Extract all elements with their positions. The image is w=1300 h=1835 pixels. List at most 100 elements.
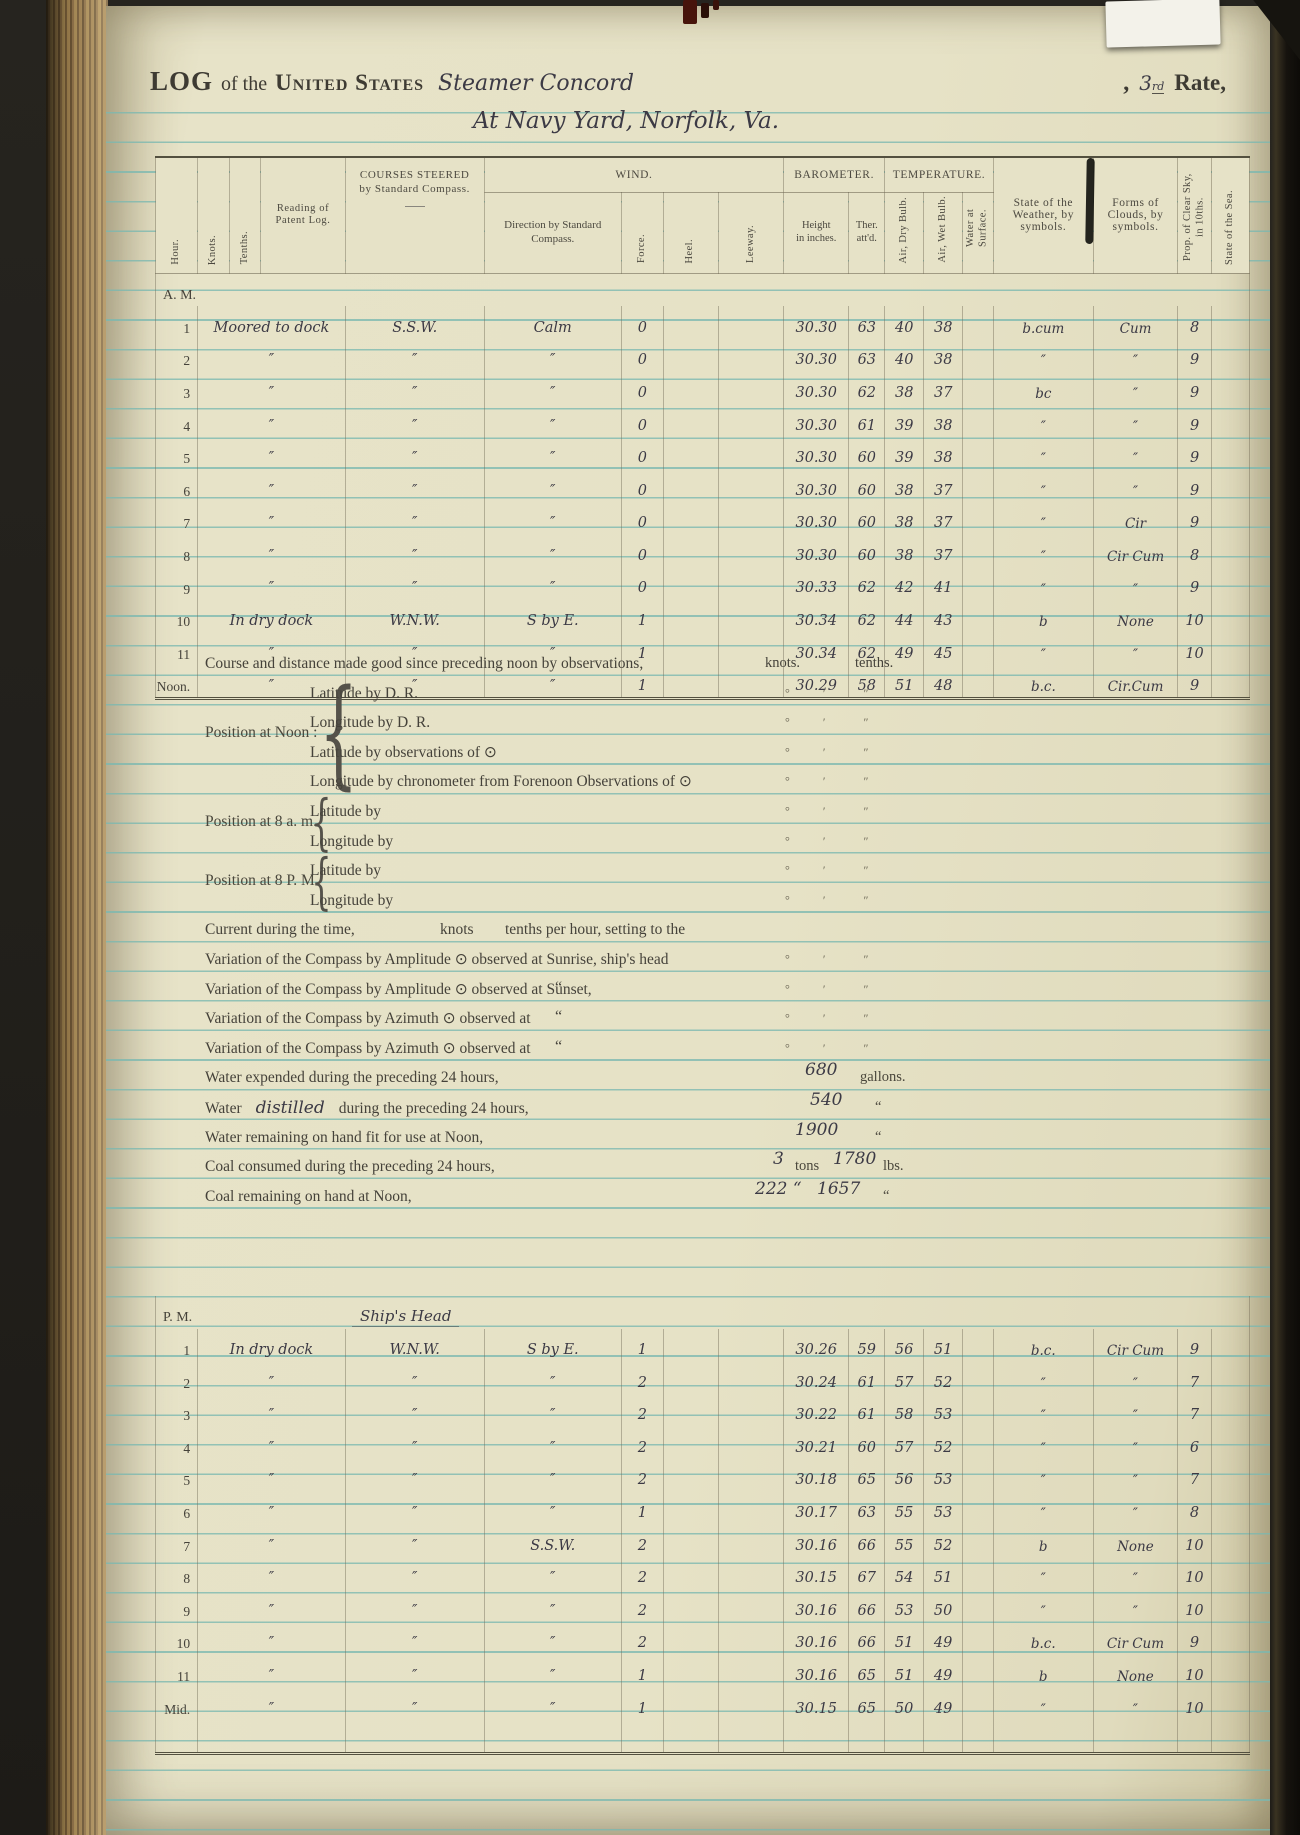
pm-cell-direction: S by E.: [483, 1328, 622, 1362]
am-cell-clouds: Cir Cum: [1092, 534, 1179, 568]
pm-cell-ther: [848, 1719, 886, 1754]
am-cell-weather: ″: [992, 338, 1094, 372]
pm-cell-dry: 58: [884, 1393, 925, 1427]
pm-cell-dry: 50: [884, 1687, 925, 1720]
pm-cell-sky: 10: [1177, 1589, 1212, 1622]
pm-cell-clouds: ″: [1092, 1491, 1179, 1525]
degree-minute-second-marks: ° ′ ″: [785, 833, 869, 848]
coal-remaining-tons-value: 222 “: [755, 1178, 802, 1199]
pm-cell-height: 30.16: [782, 1621, 850, 1655]
am-cell-clouds: ″: [1092, 338, 1179, 372]
am-cell-entry: ″: [197, 371, 346, 405]
pm-log-table: P. M. Ship's Head 1 In dry dock W.N.W. S by…: [154, 1296, 1251, 1756]
am-cell-sea: [1210, 469, 1251, 502]
am-cell-hour: 2: [154, 338, 199, 372]
am-cell-leeway: [717, 436, 785, 470]
pm-cell-sea: [1210, 1556, 1251, 1590]
ditto-mark: “: [555, 1037, 563, 1055]
pm-cell-sky: 7: [1177, 1393, 1212, 1427]
am-cell-height: 30.30: [783, 436, 850, 470]
am-cell-weather: bc: [992, 371, 1094, 405]
position-8pm-item: Longitude by ° ′ ″: [310, 891, 869, 909]
pm-cell-sky: 9: [1177, 1621, 1212, 1655]
pm-cell-dry: 53: [884, 1589, 925, 1622]
pm-cell-heel: [662, 1426, 719, 1459]
am-cell-entry: ″: [197, 567, 346, 600]
pm-cell-course: ″: [344, 1524, 485, 1557]
pm-cell-sky: 10: [1177, 1556, 1212, 1590]
pm-cell-force: 2: [620, 1556, 664, 1590]
position-8pm-item: Latitude by ° ′ ″: [310, 862, 869, 880]
pm-cell-heel: [662, 1458, 719, 1492]
pm-cell-weather: ″: [992, 1589, 1094, 1622]
am-cell-direction: ″: [483, 534, 622, 568]
pm-cell-leeway: [717, 1491, 785, 1525]
am-hour-row: 1 Moored to dock S.S.W. Calm 0 30.30 63 40 38 b.c…: [154, 306, 1251, 339]
am-cell-wet: 38: [923, 436, 964, 470]
am-cell-sky: 9: [1177, 404, 1212, 437]
pm-cell-sky: 7: [1177, 1361, 1212, 1394]
pm-cell-clouds: ″: [1092, 1393, 1179, 1427]
am-cell-ther: 62: [848, 567, 886, 600]
am-cell-clouds: ″: [1092, 371, 1179, 405]
pm-cell-sky: 10: [1177, 1687, 1212, 1720]
am-cell-force: 1: [620, 599, 664, 633]
am-cell-dry: 38: [884, 534, 925, 568]
pm-hour-row: 8 ″ ″ ″ 2 30.15 67 54 51 ″ ″ 10: [154, 1556, 1251, 1590]
am-cell-entry: ″: [197, 404, 346, 437]
pm-cell-weather: [992, 1719, 1094, 1754]
degree-minute-second-marks: ° ′ ″: [785, 1011, 869, 1026]
am-cell-entry: ″: [197, 534, 346, 568]
am-cell-force: 0: [620, 404, 664, 437]
pm-cell-ther: 65: [848, 1458, 886, 1492]
pm-section-label-row: P. M. Ship's Head: [155, 1296, 1250, 1329]
pm-cell-direction: ″: [483, 1393, 622, 1427]
am-cell-direction: ″: [483, 338, 622, 372]
pm-cell-sea: [1210, 1719, 1251, 1754]
pm-cell-leeway: [717, 1719, 785, 1754]
pm-hour-row: 7 ″ ″ S.S.W. 2 30.16 66 55 52 b None 10: [154, 1524, 1251, 1557]
white-paper-scrap: [1105, 0, 1221, 48]
ships-head-handwritten: Ship's Head: [352, 1308, 460, 1327]
am-cell-force: 0: [620, 371, 664, 405]
variation-line: Variation of the Compass by Amplitude ⊙ …: [205, 978, 869, 998]
pm-cell-weather: b: [992, 1524, 1094, 1557]
am-cell-wet: 37: [923, 469, 964, 502]
pm-cell-clouds: ″: [1092, 1687, 1179, 1720]
pm-cell-wet: 53: [923, 1393, 964, 1427]
pm-cell-sea: [1210, 1589, 1251, 1622]
am-cell-water: [962, 534, 994, 568]
right-binding-shadow: [1270, 0, 1300, 1835]
am-cell-force: 0: [620, 469, 664, 502]
am-cell-leeway: [717, 371, 785, 405]
pm-cell-entry: ″: [197, 1426, 346, 1459]
am-cell-water: [962, 371, 994, 405]
am-cell-height: 30.30: [783, 534, 850, 568]
pm-cell-force: 1: [620, 1654, 664, 1688]
am-cell-entry: In dry dock: [197, 599, 346, 633]
am-cell-entry: Moored to dock: [197, 306, 346, 339]
pm-cell-wet: 53: [923, 1458, 964, 1492]
am-cell-hour: 8: [154, 534, 199, 568]
pm-cell-heel: [662, 1328, 719, 1362]
pm-cell-hour: 3: [154, 1393, 199, 1427]
pm-cell-dry: 55: [884, 1491, 925, 1525]
rate-ordinal: rd: [1151, 80, 1165, 94]
ditto-mark: “: [555, 978, 563, 996]
pm-hour-row: Mid. ″ ″ ″ 1 30.15 65 50 49 ″ ″ 10: [154, 1687, 1251, 1720]
am-cell-leeway: [717, 338, 785, 372]
title-log-word: LOG: [150, 66, 214, 96]
rate-word: Rate,: [1174, 70, 1226, 95]
pm-cell-height: 30.26: [782, 1328, 850, 1362]
pm-cell-hour: 9: [154, 1589, 199, 1622]
am-cell-direction: S by E.: [483, 599, 622, 633]
am-cell-course: ″: [344, 501, 485, 535]
am-cell-course: ″: [344, 534, 485, 568]
am-cell-force: 0: [620, 436, 664, 470]
pm-cell-course: ″: [344, 1361, 485, 1394]
pm-cell-hour: [154, 1719, 199, 1754]
pm-cell-weather: ″: [992, 1426, 1094, 1459]
am-cell-heel: [662, 371, 719, 405]
pm-cell-entry: ″: [197, 1654, 346, 1688]
degree-minute-second-marks: ° ′ ″: [785, 892, 869, 907]
